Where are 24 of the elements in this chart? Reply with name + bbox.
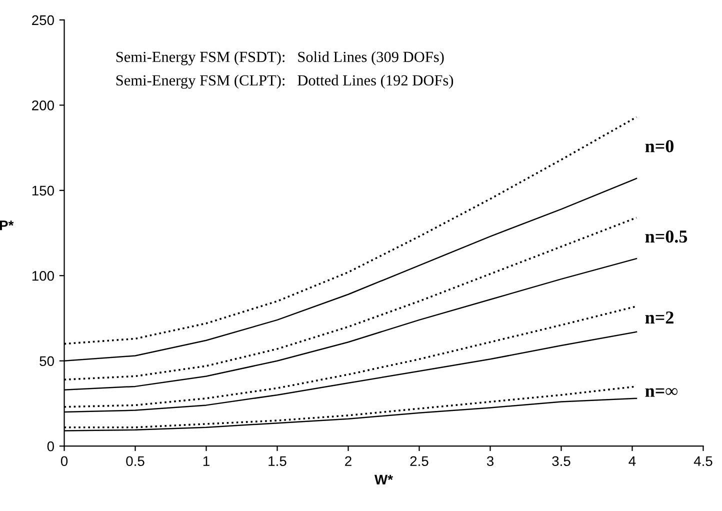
x-tick-label: 2.5 xyxy=(410,456,428,466)
annotation: Semi-Energy FSM (CLPT): Dotted Lines (192 DOFs) xyxy=(116,74,454,89)
x-tick-label: 1.5 xyxy=(268,456,286,466)
y-tick-label: 250 xyxy=(32,15,54,26)
x-tick-label: 0 xyxy=(60,456,68,466)
series-label: n=0.5 xyxy=(645,230,688,243)
x-tick-label: 2 xyxy=(345,456,352,466)
x-tick-label: 0.5 xyxy=(126,456,144,466)
y-axis-title: P* xyxy=(0,220,14,230)
y-tick-label: 0 xyxy=(47,441,54,452)
series-label: n=∞ xyxy=(645,388,678,397)
series-label: n=2 xyxy=(645,311,674,324)
x-tick-label: 1 xyxy=(203,456,210,466)
x-tick-label: 4.5 xyxy=(694,456,712,466)
annotation: Semi-Energy FSM (FSDT): Solid Lines (309 DOFs) xyxy=(116,51,444,66)
series-label: n=0 xyxy=(645,140,674,152)
y-tick-label: 200 xyxy=(32,100,54,110)
x-axis-title: W* xyxy=(374,474,393,484)
y-tick-label: 150 xyxy=(32,186,54,196)
x-tick-label: 4 xyxy=(628,456,636,466)
x-tick-label: 3 xyxy=(486,456,494,466)
y-tick-label: 100 xyxy=(32,270,54,281)
y-tick-label: 50 xyxy=(40,356,54,366)
x-tick-label: 3.5 xyxy=(552,456,570,466)
